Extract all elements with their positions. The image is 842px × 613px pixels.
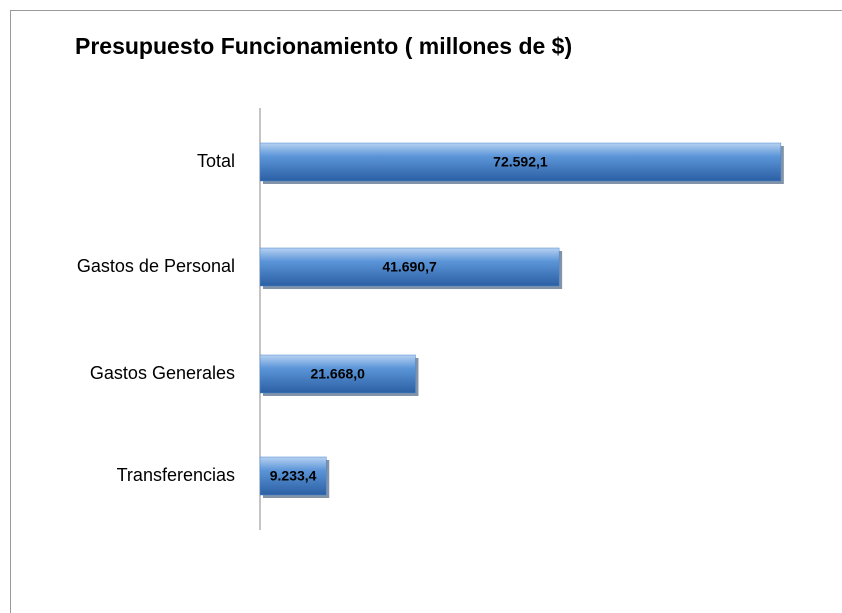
category-label: Transferencias [117,465,235,485]
value-label: 72.592,1 [493,154,548,170]
category-label: Gastos Generales [90,363,235,383]
value-label: 41.690,7 [382,259,437,275]
chart-title: Presupuesto Funcionamiento ( millones de… [75,33,572,59]
bar [259,247,560,287]
bar [259,456,327,496]
bar [259,142,782,182]
bar [259,354,416,394]
value-label: 9.233,4 [270,468,317,484]
value-label: 21.668,0 [310,366,365,382]
chart-frame [10,10,842,613]
category-label: Total [197,151,235,171]
category-label: Gastos de Personal [77,256,235,276]
